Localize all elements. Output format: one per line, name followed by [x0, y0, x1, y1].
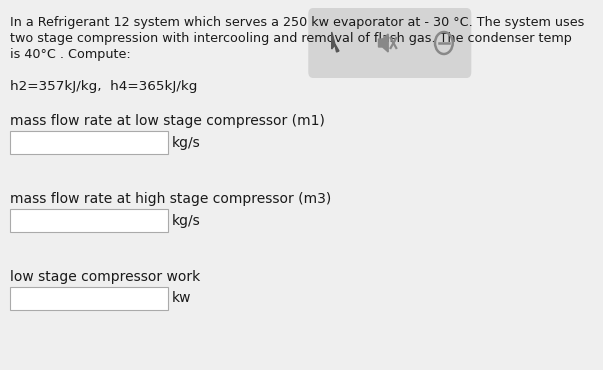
Text: is 40°C . Compute:: is 40°C . Compute: [10, 48, 130, 61]
Polygon shape [332, 32, 339, 52]
Polygon shape [379, 34, 388, 52]
Text: mass flow rate at high stage compressor (m3): mass flow rate at high stage compressor … [10, 192, 331, 206]
FancyBboxPatch shape [308, 8, 472, 78]
FancyBboxPatch shape [10, 287, 168, 310]
Text: low stage compressor work: low stage compressor work [10, 270, 200, 284]
Text: kg/s: kg/s [172, 135, 201, 149]
Text: kg/s: kg/s [172, 213, 201, 228]
FancyBboxPatch shape [10, 209, 168, 232]
FancyBboxPatch shape [10, 131, 168, 154]
Text: h2=357kJ/kg,  h4=365kJ/kg: h2=357kJ/kg, h4=365kJ/kg [10, 80, 197, 93]
Text: In a Refrigerant 12 system which serves a 250 kw evaporator at - 30 °C. The syst: In a Refrigerant 12 system which serves … [10, 16, 584, 29]
Text: kw: kw [172, 292, 191, 306]
Text: two stage compression with intercooling and removal of flash gas. The condenser : two stage compression with intercooling … [10, 32, 572, 45]
Text: mass flow rate at low stage compressor (m1): mass flow rate at low stage compressor (… [10, 114, 324, 128]
